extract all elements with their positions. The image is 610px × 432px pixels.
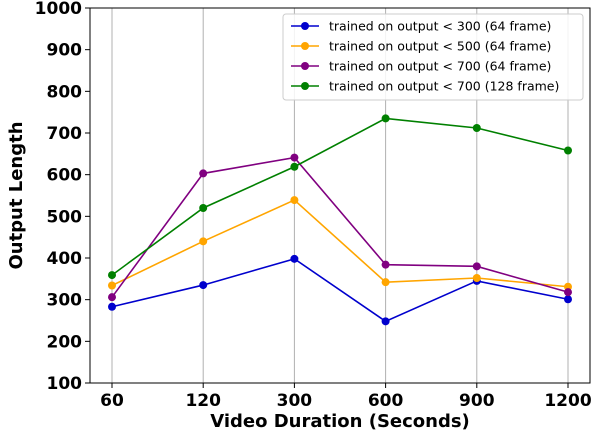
- series: [108, 196, 572, 291]
- data-point: [290, 162, 299, 171]
- legend-marker: [301, 22, 309, 30]
- legend-box: [282, 13, 584, 101]
- y-tick-label: 800: [47, 82, 83, 102]
- data-point: [472, 274, 481, 282]
- y-tick-label: 400: [47, 249, 83, 269]
- y-tick-label: 100: [47, 374, 83, 394]
- data-point: [564, 295, 572, 304]
- legend: trained on output < 300 (64 frame) traine…: [282, 13, 584, 101]
- legend-entry: trained on output < 300 (64 frame): [291, 19, 551, 34]
- x-axis-title: Video Duration (Seconds): [210, 411, 470, 432]
- series-line: [111, 156, 569, 298]
- data-point: [108, 271, 116, 280]
- y-tick-label: 700: [47, 124, 83, 144]
- series: [108, 114, 572, 280]
- legend-marker: [301, 62, 309, 70]
- y-axis-title: Output Length: [6, 121, 27, 269]
- data-point: [564, 288, 572, 297]
- data-point: [381, 114, 390, 123]
- data-point: [381, 317, 390, 326]
- data-point: [290, 153, 299, 162]
- data-point: [381, 260, 390, 269]
- x-tick-label: 900: [459, 391, 495, 411]
- legend-label: trained on output < 700 (64 frame): [329, 59, 551, 74]
- series-line: [111, 117, 569, 276]
- data-point: [199, 204, 208, 212]
- y-tick-label: 200: [47, 332, 83, 352]
- y-tick-label: 500: [47, 207, 83, 227]
- data-point: [108, 302, 116, 311]
- x-axis-ticks: 60 120 300 600 900 1200: [100, 383, 592, 411]
- x-tick-label: 60: [100, 391, 124, 411]
- series-layer: [108, 114, 572, 326]
- legend-entry: trained on output < 700 (128 frame): [291, 79, 559, 94]
- data-point: [564, 146, 572, 155]
- y-tick-label: 300: [47, 291, 83, 311]
- series-line: [111, 257, 569, 323]
- legend-label: trained on output < 700 (128 frame): [329, 79, 559, 94]
- data-point: [472, 124, 481, 132]
- plot-frame: [89, 7, 591, 384]
- y-tick-label: 900: [47, 41, 83, 61]
- data-point: [381, 278, 390, 287]
- data-point: [199, 281, 208, 290]
- x-tick-label: 120: [185, 391, 221, 411]
- data-point: [108, 293, 116, 302]
- data-point: [472, 262, 481, 271]
- data-point: [290, 196, 299, 205]
- series: [108, 153, 572, 302]
- data-point: [108, 281, 116, 290]
- legend-entry: trained on output < 700 (64 frame): [291, 59, 551, 74]
- legend-label: trained on output < 500 (64 frame): [329, 39, 551, 54]
- y-axis-ticks: 100 200 300 400 500 600 700 800 900 1000: [35, 0, 90, 394]
- x-tick-label: 600: [368, 391, 404, 411]
- legend-entry: trained on output < 500 (64 frame): [291, 39, 551, 54]
- series-line: [111, 199, 569, 288]
- series: [108, 254, 572, 326]
- data-point: [199, 169, 208, 178]
- x-tick-label: 300: [277, 391, 313, 411]
- x-tick-label: 1200: [544, 391, 591, 411]
- data-point: [199, 237, 208, 246]
- y-tick-label: 1000: [35, 0, 82, 19]
- legend-marker: [301, 82, 309, 90]
- legend-marker: [301, 42, 309, 50]
- y-tick-label: 600: [47, 166, 83, 186]
- data-point: [290, 254, 299, 263]
- legend-label: trained on output < 300 (64 frame): [329, 19, 551, 34]
